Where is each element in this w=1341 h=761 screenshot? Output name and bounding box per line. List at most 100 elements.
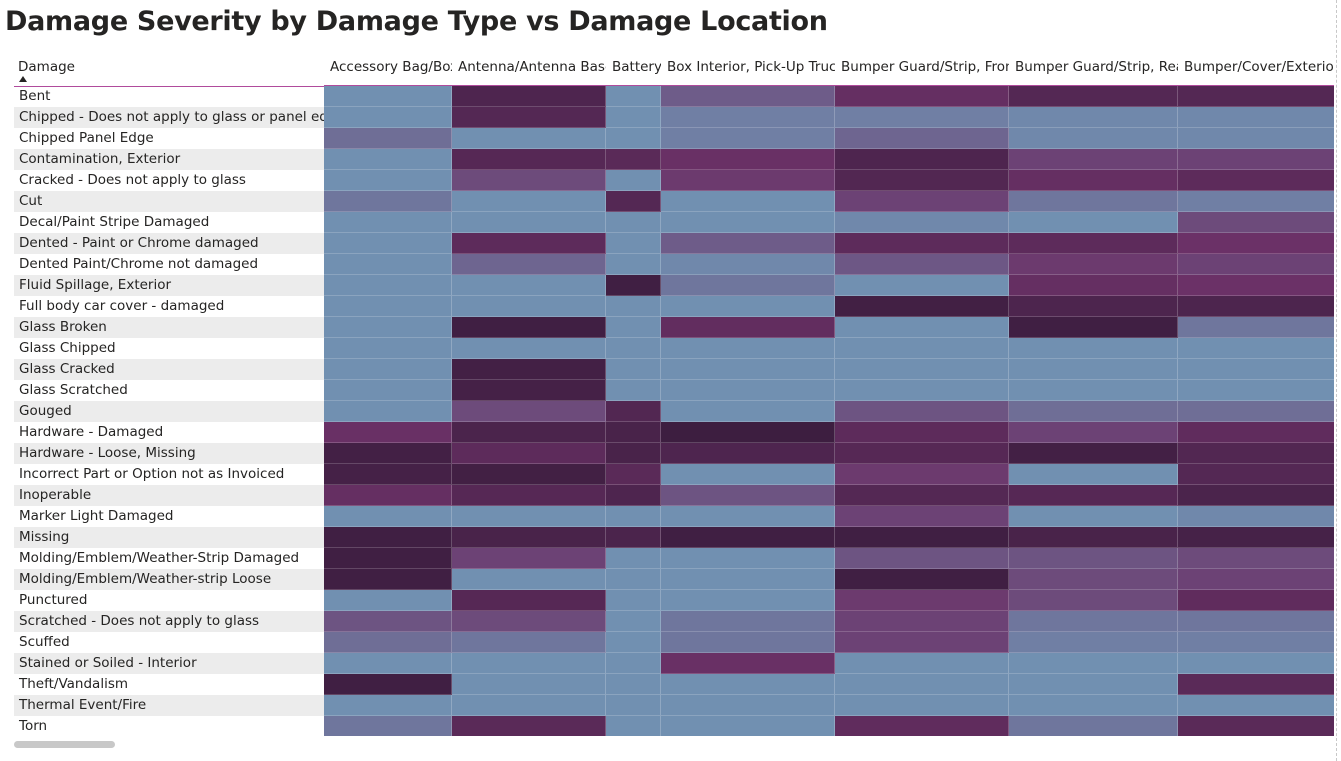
heatmap-cell[interactable]	[1009, 401, 1178, 422]
heatmap-cell[interactable]	[1009, 485, 1178, 506]
heatmap-cell[interactable]	[835, 317, 1009, 338]
heatmap-cell[interactable]	[1009, 296, 1178, 317]
row-label[interactable]: Inoperable	[14, 485, 324, 506]
heatmap-cell[interactable]	[606, 170, 661, 191]
heatmap-cell[interactable]	[324, 464, 452, 485]
heatmap-cell[interactable]	[324, 128, 452, 149]
heatmap-cell[interactable]	[452, 212, 606, 233]
heatmap-cell[interactable]	[835, 128, 1009, 149]
heatmap-cell[interactable]	[661, 380, 835, 401]
heatmap-cell[interactable]	[1009, 716, 1178, 736]
heatmap-cell[interactable]	[606, 674, 661, 695]
heatmap-cell[interactable]	[661, 170, 835, 191]
heatmap-cell[interactable]	[324, 380, 452, 401]
row-label[interactable]: Glass Cracked	[14, 359, 324, 380]
heatmap-cell[interactable]	[324, 653, 452, 674]
heatmap-cell[interactable]	[835, 611, 1009, 632]
heatmap-cell[interactable]	[835, 548, 1009, 569]
heatmap-cell[interactable]	[324, 611, 452, 632]
heatmap-cell[interactable]	[324, 359, 452, 380]
heatmap-cell[interactable]	[1178, 464, 1334, 485]
row-label[interactable]: Chipped - Does not apply to glass or pan…	[14, 107, 345, 128]
heatmap-cell[interactable]	[1178, 149, 1334, 170]
heatmap-cell[interactable]	[452, 86, 606, 107]
heatmap-cell[interactable]	[606, 338, 661, 359]
heatmap-cell[interactable]	[835, 485, 1009, 506]
row-label[interactable]: Contamination, Exterior	[14, 149, 324, 170]
heatmap-cell[interactable]	[324, 296, 452, 317]
heatmap-cell[interactable]	[1009, 653, 1178, 674]
heatmap-cell[interactable]	[324, 443, 452, 464]
heatmap-cell[interactable]	[1009, 443, 1178, 464]
heatmap-cell[interactable]	[606, 380, 661, 401]
heatmap-cell[interactable]	[1178, 653, 1334, 674]
heatmap-cell[interactable]	[835, 590, 1009, 611]
heatmap-cell[interactable]	[1178, 716, 1334, 736]
heatmap-cell[interactable]	[452, 422, 606, 443]
row-label[interactable]: Bent	[19, 88, 51, 104]
heatmap-cell[interactable]	[1178, 275, 1334, 296]
heatmap-cell[interactable]	[606, 569, 661, 590]
heatmap-cell[interactable]	[606, 653, 661, 674]
heatmap-cell[interactable]	[606, 233, 661, 254]
heatmap-cell[interactable]	[452, 506, 606, 527]
heatmap-cell[interactable]	[606, 527, 661, 548]
heatmap-cell[interactable]	[606, 317, 661, 338]
heatmap-cell[interactable]	[661, 317, 835, 338]
heatmap-cell[interactable]	[1178, 569, 1334, 590]
heatmap-cell[interactable]	[606, 548, 661, 569]
heatmap-cell[interactable]	[835, 569, 1009, 590]
row-label[interactable]: Hardware - Damaged	[19, 424, 164, 440]
heatmap-cell[interactable]	[661, 422, 835, 443]
heatmap-cell[interactable]	[324, 674, 452, 695]
row-label[interactable]: Marker Light Damaged	[19, 508, 174, 524]
heatmap-cell[interactable]	[606, 359, 661, 380]
heatmap-cell[interactable]	[835, 254, 1009, 275]
heatmap-cell[interactable]	[452, 191, 606, 212]
heatmap-cell[interactable]	[452, 254, 606, 275]
heatmap-cell[interactable]	[606, 86, 661, 107]
heatmap-cell[interactable]	[606, 506, 661, 527]
heatmap-cell[interactable]	[835, 380, 1009, 401]
heatmap-cell[interactable]	[452, 317, 606, 338]
heatmap-cell[interactable]	[324, 254, 452, 275]
heatmap-cell[interactable]	[606, 422, 661, 443]
heatmap-cell[interactable]	[324, 275, 452, 296]
heatmap-cell[interactable]	[1178, 695, 1334, 716]
heatmap-cell[interactable]	[606, 149, 661, 170]
heatmap-cell[interactable]	[661, 86, 835, 107]
heatmap-cell[interactable]	[452, 149, 606, 170]
heatmap-cell[interactable]	[452, 695, 606, 716]
heatmap-cell[interactable]	[661, 548, 835, 569]
column-header[interactable]: Accessory Bag/Box	[324, 56, 452, 86]
heatmap-cell[interactable]	[1178, 170, 1334, 191]
heatmap-cell[interactable]	[324, 485, 452, 506]
heatmap-cell[interactable]	[835, 506, 1009, 527]
heatmap-cell[interactable]	[1009, 380, 1178, 401]
heatmap-cell[interactable]	[606, 275, 661, 296]
heatmap-cell[interactable]	[835, 527, 1009, 548]
heatmap-cell[interactable]	[835, 86, 1009, 107]
heatmap-cell[interactable]	[452, 338, 606, 359]
heatmap-cell[interactable]	[324, 233, 452, 254]
heatmap-cell[interactable]	[1178, 380, 1334, 401]
heatmap-cell[interactable]	[1178, 548, 1334, 569]
heatmap-cell[interactable]	[1178, 233, 1334, 254]
row-label[interactable]: Dented Paint/Chrome not damaged	[19, 256, 259, 272]
heatmap-cell[interactable]	[835, 422, 1009, 443]
heatmap-cell[interactable]	[606, 401, 661, 422]
row-label[interactable]: Torn	[19, 718, 48, 734]
heatmap-cell[interactable]	[324, 191, 452, 212]
heatmap-cell[interactable]	[661, 485, 835, 506]
heatmap-cell[interactable]	[452, 548, 606, 569]
heatmap-cell[interactable]	[452, 443, 606, 464]
heatmap-cell[interactable]	[452, 674, 606, 695]
heatmap-cell[interactable]	[661, 632, 835, 653]
heatmap-cell[interactable]	[452, 611, 606, 632]
heatmap-cell[interactable]	[661, 611, 835, 632]
heatmap-cell[interactable]	[661, 590, 835, 611]
heatmap-cell[interactable]	[661, 233, 835, 254]
heatmap-cell[interactable]	[606, 254, 661, 275]
heatmap-cell[interactable]	[835, 212, 1009, 233]
row-label[interactable]: Thermal Event/Fire	[14, 695, 324, 716]
